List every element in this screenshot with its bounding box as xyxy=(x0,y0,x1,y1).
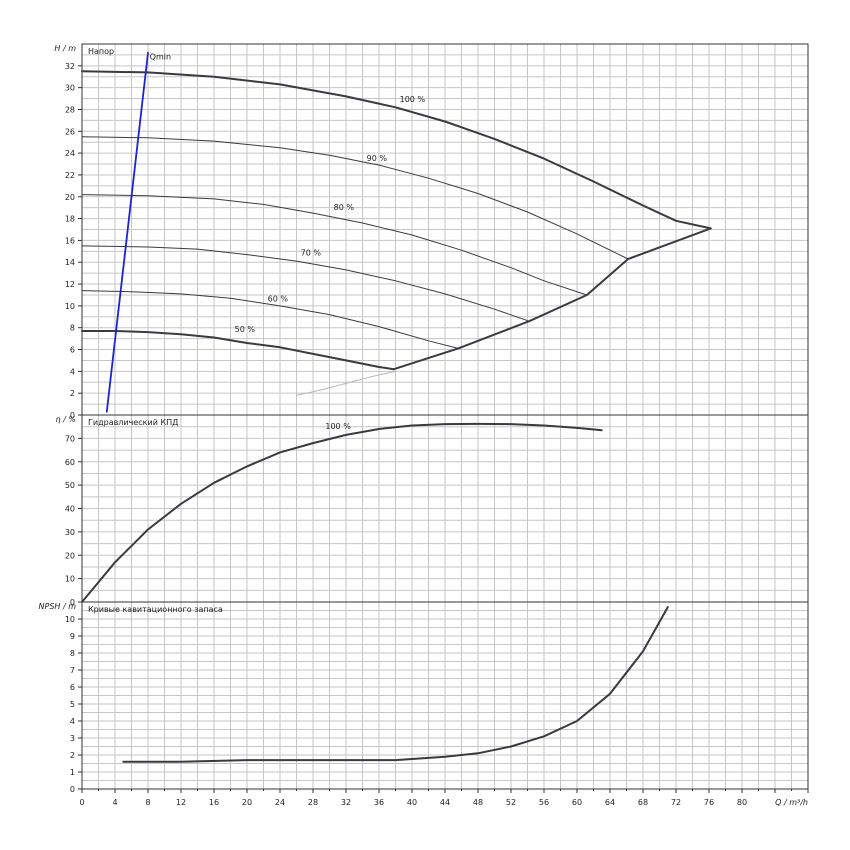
curve-100 xyxy=(81,70,712,230)
curve-100 xyxy=(81,422,603,603)
x-tick-label: 20 xyxy=(242,798,252,807)
y-tick-label: 8 xyxy=(70,324,75,333)
x-tick-label: 72 xyxy=(671,798,681,807)
x-tick-label: 36 xyxy=(374,798,384,807)
x-tick-label: 0 xyxy=(79,798,84,807)
y-tick-label: 30 xyxy=(65,84,75,93)
curve-label: 100 % xyxy=(325,422,351,431)
x-tick-label: 48 xyxy=(473,798,483,807)
y-tick-label: 4 xyxy=(70,717,75,726)
y-tick-label: 70 xyxy=(65,434,75,443)
panel-title: Гидравлический КПД xyxy=(88,418,178,427)
curve-50 xyxy=(81,330,395,371)
y-axis-label: NPSH / m xyxy=(39,602,77,611)
y-tick-label: 12 xyxy=(65,280,75,289)
y-tick-label: 0 xyxy=(70,598,75,607)
x-tick-label: 60 xyxy=(572,798,582,807)
y-tick-label: 1 xyxy=(70,768,75,777)
y-tick-label: 7 xyxy=(70,666,75,675)
x-tick-label: 40 xyxy=(407,798,417,807)
x-axis-label: Q / m³/h xyxy=(775,798,808,807)
y-tick-label: 0 xyxy=(70,785,75,794)
x-tick-label: 80 xyxy=(737,798,747,807)
x-tick-label: 76 xyxy=(704,798,714,807)
y-axis-label: η / % xyxy=(56,415,76,424)
y-tick-label: 30 xyxy=(65,528,75,537)
y-tick-label: 60 xyxy=(65,458,75,467)
y-tick-label: 9 xyxy=(70,632,75,641)
y-tick-label: 32 xyxy=(65,62,75,71)
y-tick-label: 40 xyxy=(65,505,75,514)
y-tick-label: 28 xyxy=(65,105,75,114)
x-tick-label: 24 xyxy=(275,798,285,807)
y-tick-label: 50 xyxy=(65,481,75,490)
y-tick-label: 10 xyxy=(65,615,75,624)
y-tick-label: 2 xyxy=(70,389,75,398)
x-tick-label: 8 xyxy=(145,798,150,807)
curve-label: 50 % xyxy=(235,325,256,334)
x-tick-label: 4 xyxy=(112,798,117,807)
curve-label: 100 % xyxy=(400,95,426,104)
y-tick-label: 10 xyxy=(65,302,75,311)
panel-title: Напор xyxy=(88,47,114,56)
x-tick-label: 28 xyxy=(308,798,318,807)
curve-qmin xyxy=(105,51,149,413)
curve-label: Qmin xyxy=(150,52,171,61)
curve-label: 70 % xyxy=(301,249,322,258)
y-tick-label: 8 xyxy=(70,649,75,658)
y-tick-label: 20 xyxy=(65,193,75,202)
curves xyxy=(81,51,712,763)
y-tick-label: 6 xyxy=(70,346,75,355)
y-tick-label: 6 xyxy=(70,683,75,692)
curve-70 xyxy=(81,245,530,322)
y-tick-label: 18 xyxy=(65,215,75,224)
y-tick-label: 26 xyxy=(65,127,75,136)
y-tick-label: 0 xyxy=(70,411,75,420)
curve-label: 80 % xyxy=(334,203,355,212)
y-tick-label: 22 xyxy=(65,171,75,180)
curve-label: 60 % xyxy=(268,295,289,304)
curve-60 xyxy=(81,290,459,349)
curve-line-7 xyxy=(392,227,712,371)
x-tick-label: 68 xyxy=(638,798,648,807)
x-tick-label: 44 xyxy=(440,798,450,807)
x-tick-label: 16 xyxy=(209,798,219,807)
x-tick-label: 52 xyxy=(506,798,516,807)
y-axis-label: H / m xyxy=(54,44,76,53)
y-tick-label: 24 xyxy=(65,149,75,158)
grid xyxy=(78,43,809,793)
y-tick-label: 14 xyxy=(65,258,75,267)
curve-line-6 xyxy=(296,370,396,396)
plot-frames xyxy=(81,43,809,790)
x-tick-label: 32 xyxy=(341,798,351,807)
curve-label: 90 % xyxy=(367,154,388,163)
y-tick-label: 20 xyxy=(65,551,75,560)
x-tick-label: 12 xyxy=(176,798,186,807)
y-tick-label: 5 xyxy=(70,700,75,709)
x-tick-label: 56 xyxy=(539,798,549,807)
y-tick-label: 10 xyxy=(65,575,75,584)
panel-title: Кривые кавитационного запаса xyxy=(88,605,223,614)
y-tick-label: 3 xyxy=(70,734,75,743)
x-tick-label: 64 xyxy=(605,798,615,807)
curve-80 xyxy=(81,194,588,296)
plot-frame xyxy=(81,601,809,790)
y-tick-label: 16 xyxy=(65,236,75,245)
curve-90 xyxy=(81,136,629,260)
curve-line-0 xyxy=(122,606,669,763)
y-tick-label: 2 xyxy=(70,751,75,760)
y-tick-label: 4 xyxy=(70,367,75,376)
